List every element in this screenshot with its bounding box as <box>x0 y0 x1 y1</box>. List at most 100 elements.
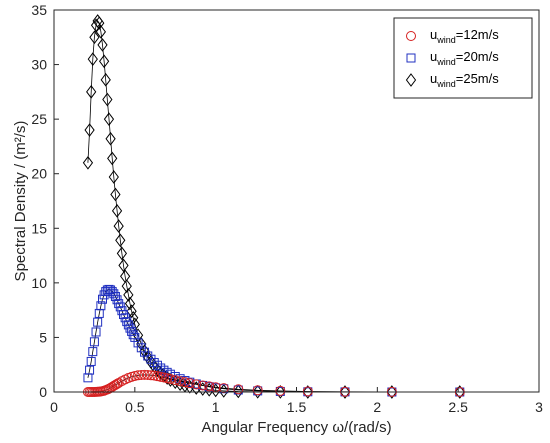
data-point <box>93 317 103 327</box>
data-point <box>116 246 128 261</box>
data-point <box>149 358 159 368</box>
x-tick-label: 3 <box>535 399 543 415</box>
data-point <box>126 304 137 319</box>
data-point <box>123 288 134 302</box>
data-point <box>191 379 202 390</box>
data-point <box>85 365 95 375</box>
data-point <box>133 338 143 348</box>
data-point <box>98 54 110 69</box>
data-point <box>218 383 229 394</box>
data-point <box>115 233 126 248</box>
data-point <box>275 385 286 396</box>
legend-marker <box>406 31 416 41</box>
data-point <box>122 317 132 327</box>
data-point <box>454 385 465 399</box>
data-point <box>146 354 156 364</box>
data-point <box>95 24 107 39</box>
data-point <box>386 385 398 399</box>
legend-entry: uwind=12m/s <box>406 27 499 45</box>
legend-entry: uwind=20m/s <box>406 49 499 67</box>
y-tick-label: 20 <box>31 166 47 182</box>
data-point <box>114 299 124 309</box>
data-point <box>111 203 123 218</box>
x-tick-label: 2 <box>373 399 381 415</box>
legend-entry: uwind=25m/s <box>405 71 499 89</box>
y-tick-label: 30 <box>31 57 47 73</box>
data-point <box>152 360 162 370</box>
y-axis-label: Spectral Density / (m²/s) <box>12 121 29 282</box>
data-point <box>113 377 124 388</box>
data-point <box>124 296 136 311</box>
data-point <box>155 371 166 382</box>
data-point <box>129 370 140 381</box>
data-point <box>302 386 313 397</box>
data-point <box>107 151 118 166</box>
legend-label: uwind=25m/s <box>430 71 499 89</box>
data-point <box>146 370 156 381</box>
data-point <box>233 384 244 395</box>
data-point <box>90 18 102 33</box>
y-tick-label: 35 <box>31 2 47 18</box>
data-point <box>136 369 147 380</box>
data-point <box>88 347 98 357</box>
data-point <box>86 85 97 99</box>
x-tick-label: 0 <box>50 399 58 415</box>
data-point <box>143 351 153 361</box>
data-point <box>123 320 133 330</box>
data-point <box>91 327 101 337</box>
data-point <box>142 369 153 380</box>
data-point <box>94 16 105 30</box>
data-point <box>102 92 113 107</box>
data-point <box>130 332 140 342</box>
data-point <box>118 258 129 273</box>
data-point <box>121 279 132 293</box>
legend-marker <box>405 73 417 87</box>
data-point <box>89 30 100 45</box>
data-point <box>339 385 351 399</box>
data-point <box>302 385 313 399</box>
data-point <box>139 369 150 380</box>
data-point <box>100 73 111 87</box>
data-point <box>97 38 108 52</box>
data-point <box>149 370 160 381</box>
data-point <box>84 123 95 137</box>
data-point <box>119 310 129 320</box>
legend-label: uwind=20m/s <box>430 49 499 67</box>
data-point <box>110 187 121 202</box>
data-point <box>184 378 195 389</box>
x-tick-label: 1.5 <box>287 399 307 415</box>
data-point <box>204 381 215 392</box>
legend-marker <box>406 53 416 63</box>
data-point <box>127 326 137 336</box>
x-axis-label: Angular Frequency ω/(rad/s) <box>201 419 391 436</box>
data-point <box>109 289 119 299</box>
data-point <box>105 131 116 146</box>
data-point <box>170 375 181 386</box>
data-point <box>108 380 119 391</box>
y-tick-label: 0 <box>39 384 47 400</box>
y-tick-label: 25 <box>31 111 47 127</box>
data-point <box>165 374 176 385</box>
data-point <box>139 344 150 358</box>
legend: uwind=12m/s uwind=20m/s uwind=25m/s <box>393 17 533 99</box>
x-tick-label: 2.5 <box>448 399 468 415</box>
y-tick-label: 5 <box>39 329 47 345</box>
data-point <box>108 170 119 184</box>
data-point <box>204 382 215 397</box>
data-point <box>103 112 115 126</box>
data-point <box>175 376 186 387</box>
data-point <box>252 385 263 396</box>
data-point <box>110 292 120 301</box>
data-point <box>179 377 190 388</box>
y-tick-label: 10 <box>31 275 47 291</box>
data-point <box>113 219 124 233</box>
data-point <box>125 323 135 333</box>
data-point <box>82 155 94 170</box>
data-point <box>96 301 106 311</box>
x-tick-label: 0.5 <box>125 399 145 415</box>
data-point <box>86 356 96 366</box>
legend-box <box>393 17 533 99</box>
data-point <box>107 287 117 297</box>
data-point <box>133 370 144 381</box>
